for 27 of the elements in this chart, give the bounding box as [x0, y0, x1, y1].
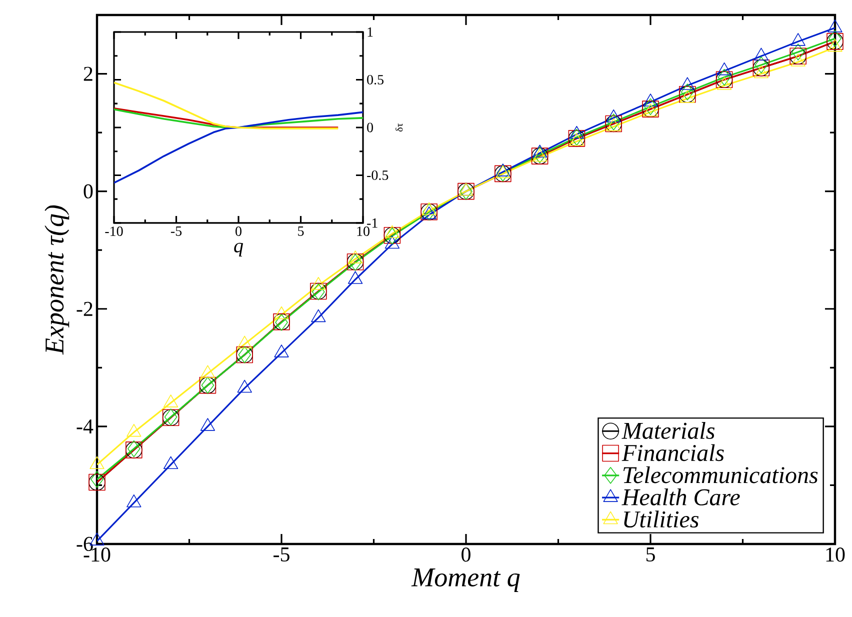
- x-axis-title: Moment q: [411, 568, 520, 592]
- y-tick-label: -2: [76, 302, 92, 316]
- legend-label: Health Care: [622, 488, 740, 506]
- x-tick-label: 0: [236, 226, 242, 236]
- x-tick-label: 5: [298, 226, 304, 236]
- y-tick-label: -4: [76, 420, 94, 434]
- y-tick-label: -0.5: [367, 170, 388, 180]
- x-axis-title: q: [234, 242, 244, 257]
- legend-label: Financials: [622, 444, 724, 462]
- y-tick-label: 1: [368, 27, 373, 37]
- y-axis-title: Exponent τ(q): [44, 205, 70, 355]
- legend-label: Materials: [622, 422, 715, 439]
- x-tick-label: 10: [826, 548, 845, 562]
- x-tick-label: -5: [170, 226, 182, 236]
- y-axis-title: δτ: [396, 123, 403, 132]
- x-tick-label: 0: [462, 548, 470, 562]
- x-tick-label: 5: [646, 548, 655, 562]
- x-tick-label: 10: [357, 226, 370, 236]
- y-tick-label: 0.5: [367, 74, 384, 84]
- y-tick-label: 2: [84, 66, 92, 81]
- y-tick-label: -1: [367, 218, 378, 228]
- y-tick-label: 0: [367, 122, 373, 132]
- x-tick-label: -10: [105, 226, 123, 236]
- y-tick-label: 0: [84, 184, 93, 198]
- legend-label: Telecommunications: [623, 466, 818, 484]
- x-tick-label: -5: [274, 548, 290, 562]
- legend-label: Utilities: [624, 510, 699, 528]
